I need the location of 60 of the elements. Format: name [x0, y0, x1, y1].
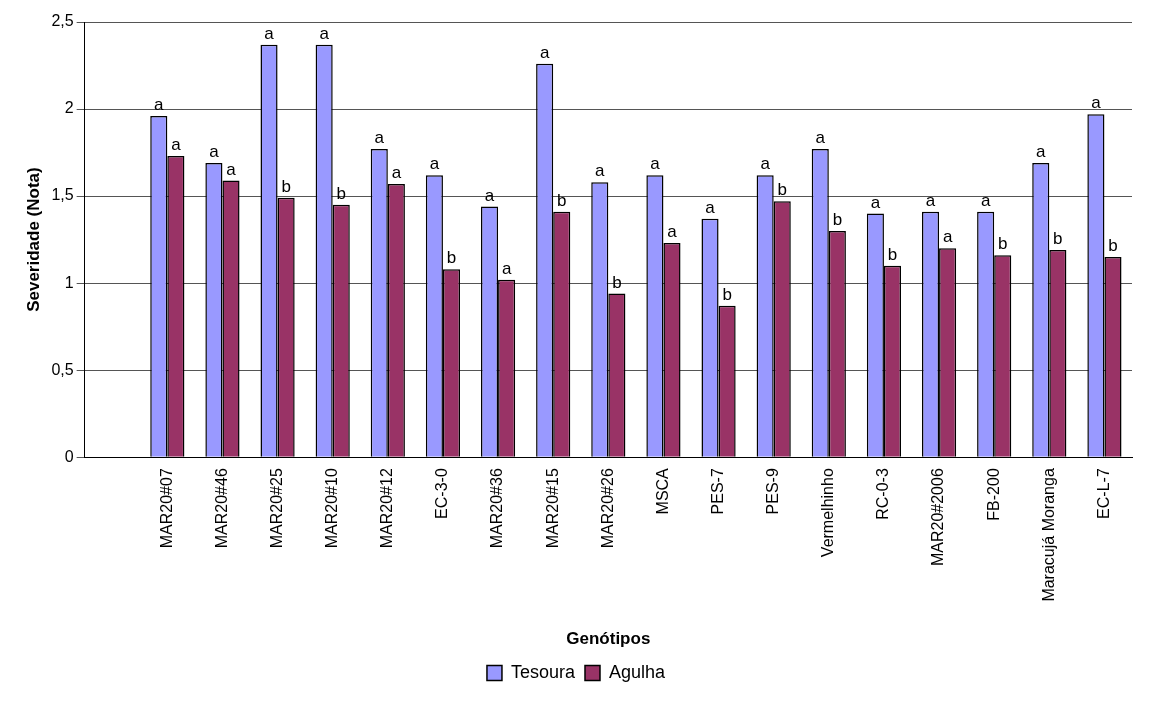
x-tick-label: MAR20#12 [378, 468, 396, 549]
data-label: a [539, 42, 550, 62]
data-label: a [925, 190, 936, 210]
x-tick-label: MSCA [653, 467, 671, 515]
x-tick-label: MAR20#36 [488, 468, 506, 549]
data-label: a [595, 161, 606, 181]
data-label: a [815, 128, 826, 148]
data-label: a [942, 227, 953, 247]
data-label: a [264, 23, 275, 43]
x-tick-label: FB-200 [984, 468, 1002, 521]
y-tick-label: 2,5 [51, 12, 74, 30]
data-label: a [1091, 93, 1102, 113]
data-label: a [667, 222, 678, 242]
y-tick-label: 0 [64, 447, 74, 465]
data-label: a [760, 154, 771, 174]
data-label: b [281, 177, 291, 197]
data-label: b [1053, 229, 1063, 249]
data-label: a [209, 142, 220, 162]
data-label: b [998, 234, 1008, 254]
data-label: a [650, 154, 661, 174]
x-axis-title: Genótipos [566, 629, 651, 649]
x-tick-label: RC-0-3 [874, 468, 892, 520]
data-label: a [391, 163, 402, 183]
x-tick-label: PES-9 [764, 468, 782, 515]
data-label: a [980, 190, 991, 210]
data-label: a [501, 258, 512, 278]
legend-label: Agulha [608, 661, 667, 682]
x-tick-label: MAR20#15 [543, 468, 561, 549]
data-label: a [705, 197, 716, 217]
y-tick-label: 2 [64, 99, 74, 117]
y-tick-label: 0,5 [51, 360, 74, 378]
x-tick-label: EC-3-0 [433, 468, 451, 519]
y-axis-title: Severidade (Nota) [23, 167, 43, 312]
x-tick-label: Vermelhinho [819, 468, 837, 558]
data-label: a [226, 159, 237, 179]
data-label: a [171, 135, 182, 155]
x-tick-label: MAR20#2006 [929, 468, 947, 567]
x-tick-label: PES-7 [708, 468, 726, 515]
data-label: a [1036, 142, 1047, 162]
data-label: b [557, 190, 567, 210]
legend-label: Tesoura [510, 661, 576, 682]
y-tick-label: 1,5 [51, 186, 74, 204]
y-tick-label: 1 [64, 273, 74, 291]
data-label: a [374, 128, 385, 148]
x-tick-label: MAR20#07 [157, 468, 175, 549]
x-tick-label: MAR20#10 [323, 468, 341, 549]
data-label: b [777, 180, 787, 200]
data-label: a [319, 23, 330, 43]
data-label: a [870, 192, 881, 212]
data-label: a [429, 154, 440, 174]
data-label: b [722, 284, 732, 304]
data-label: b [832, 210, 843, 230]
x-tick-label: MAR20#46 [212, 468, 230, 549]
data-label: b [1108, 236, 1118, 256]
data-label: b [887, 244, 898, 264]
x-tick-label: EC-L-7 [1094, 468, 1112, 519]
x-tick-label: MAR20#25 [267, 468, 285, 549]
data-label: b [446, 248, 457, 268]
x-tick-label: MAR20#26 [598, 468, 616, 549]
x-tick-label: Maracujá Moranga [1039, 468, 1057, 602]
